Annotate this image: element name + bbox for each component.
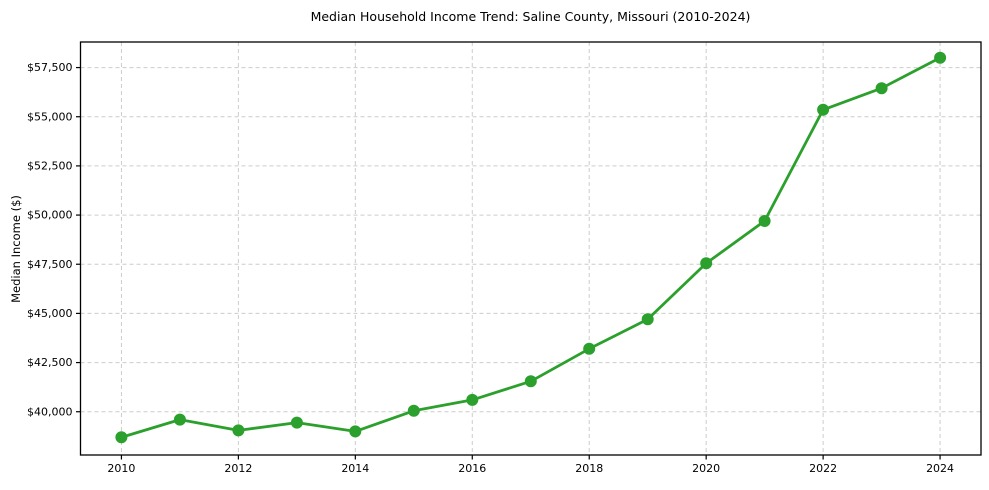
data-point-marker: [583, 342, 596, 355]
data-point-marker: [349, 425, 362, 438]
data-point-marker: [875, 82, 888, 95]
data-point-marker: [524, 375, 537, 388]
y-tick-label: $42,500: [27, 356, 73, 369]
data-point-marker: [817, 103, 830, 116]
data-point-marker: [466, 393, 479, 406]
data-point-marker: [232, 424, 245, 437]
y-tick-label: $55,000: [27, 110, 73, 123]
data-point-marker: [407, 404, 420, 417]
x-tick-label: 2024: [926, 462, 954, 475]
x-tick-label: 2022: [809, 462, 837, 475]
y-tick-label: $52,500: [27, 159, 73, 172]
data-point-marker: [934, 51, 947, 64]
x-tick-label: 2020: [692, 462, 720, 475]
data-point-marker: [290, 416, 303, 429]
y-tick-label: $57,500: [27, 61, 73, 74]
y-tick-label: $50,000: [27, 209, 73, 222]
x-tick-label: 2010: [107, 462, 135, 475]
x-tick-label: 2012: [224, 462, 252, 475]
data-point-marker: [700, 257, 713, 270]
data-point-marker: [758, 215, 771, 227]
x-tick-label: 2016: [458, 462, 486, 475]
y-tick-label: $45,000: [27, 307, 73, 320]
chart-title: Median Household Income Trend: Saline Co…: [310, 9, 751, 24]
x-tick-label: 2014: [341, 462, 369, 475]
y-tick-label: $47,500: [27, 258, 73, 271]
data-point-marker: [115, 431, 128, 444]
data-point-marker: [641, 313, 654, 326]
plot-border: [79, 41, 982, 456]
data-point-marker: [173, 413, 186, 426]
y-tick-label: $40,000: [27, 405, 73, 418]
x-tick-label: 2018: [575, 462, 603, 475]
